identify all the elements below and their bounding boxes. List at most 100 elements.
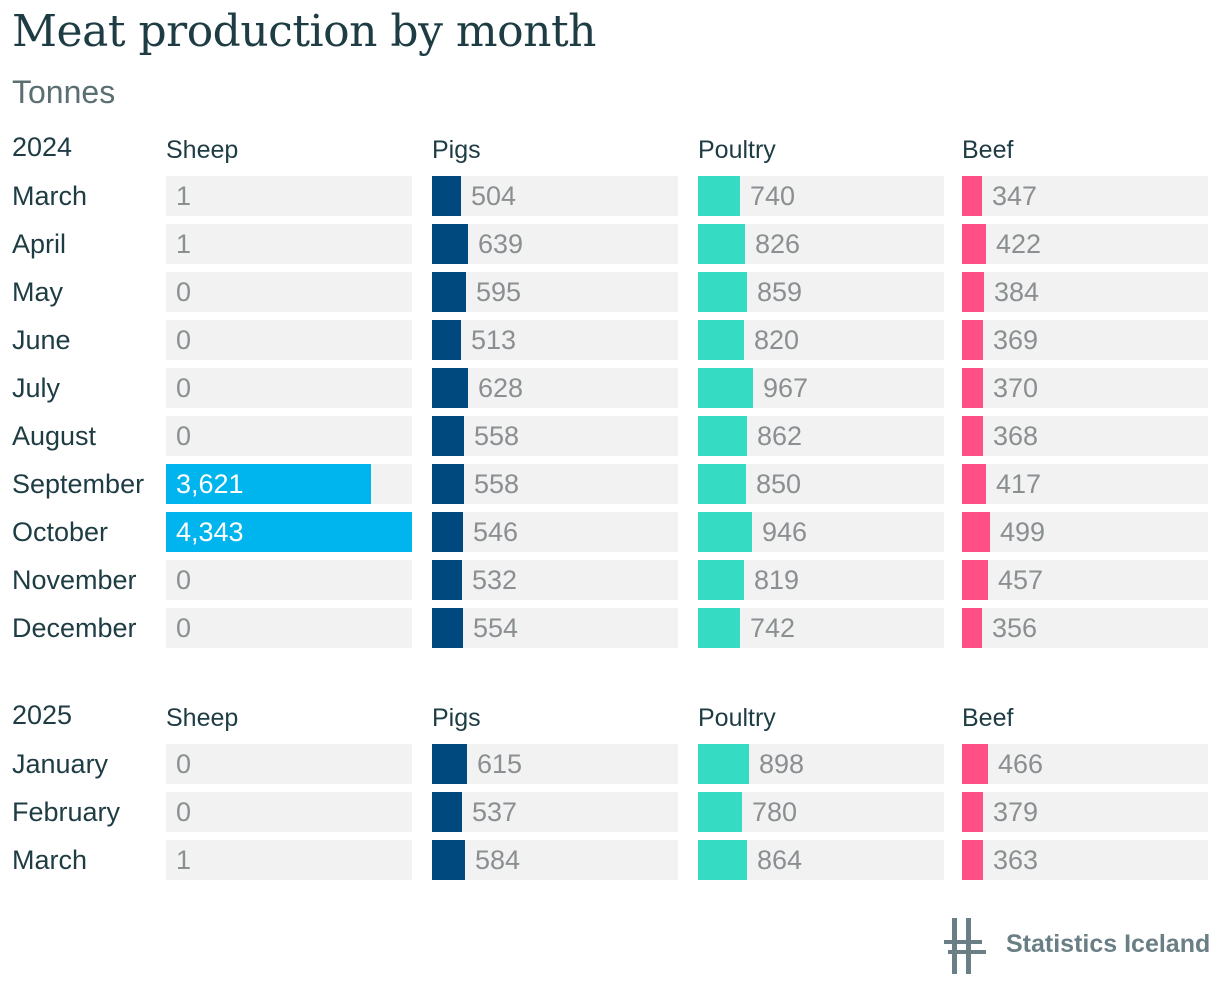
bar-cell-pigs: 537 bbox=[432, 792, 678, 832]
data-label: 0 bbox=[176, 325, 192, 355]
bar-beef bbox=[962, 792, 983, 832]
data-label: 554 bbox=[473, 613, 519, 643]
bar-sheep bbox=[166, 464, 371, 504]
data-label: 417 bbox=[996, 469, 1042, 499]
footer-brand: Statistics Iceland bbox=[1006, 930, 1211, 958]
data-label: 826 bbox=[755, 229, 801, 259]
bar-cell-poultry: 820 bbox=[698, 320, 944, 360]
bar-cell-beef: 368 bbox=[962, 416, 1208, 456]
bar-poultry bbox=[698, 176, 740, 216]
data-label: 595 bbox=[476, 277, 522, 307]
bar-cell-beef: 417 bbox=[962, 464, 1208, 504]
data-label: 558 bbox=[474, 469, 520, 499]
table-row: April 1 639 826 422 bbox=[0, 224, 1220, 264]
bar-beef bbox=[962, 840, 983, 880]
data-label: 384 bbox=[994, 277, 1040, 307]
data-label: 742 bbox=[750, 613, 796, 643]
bar-pigs bbox=[432, 512, 463, 552]
bar-pigs bbox=[432, 792, 462, 832]
column-header-poultry: Poultry bbox=[698, 704, 776, 732]
bar-pigs bbox=[432, 744, 467, 784]
bar-cell-pigs: 584 bbox=[432, 840, 678, 880]
bar-beef bbox=[962, 176, 982, 216]
data-label: 584 bbox=[475, 845, 521, 875]
bar-cell-sheep: 0 bbox=[166, 608, 412, 648]
column-header-beef: Beef bbox=[962, 704, 1014, 732]
data-label: 4,343 bbox=[176, 517, 244, 547]
bar-cell-poultry: 967 bbox=[698, 368, 944, 408]
bar-beef bbox=[962, 368, 983, 408]
data-label: 379 bbox=[993, 797, 1039, 827]
data-label: 558 bbox=[474, 421, 520, 451]
data-label: 628 bbox=[478, 373, 524, 403]
bar-cell-pigs: 546 bbox=[432, 512, 678, 552]
column-header-beef: Beef bbox=[962, 136, 1014, 164]
bar-cell-pigs: 595 bbox=[432, 272, 678, 312]
bar-cell-sheep: 1 bbox=[166, 840, 412, 880]
bar-cell-pigs: 615 bbox=[432, 744, 678, 784]
column-header-sheep: Sheep bbox=[166, 136, 239, 164]
bar-poultry bbox=[698, 320, 744, 360]
table-row: August 0 558 862 368 bbox=[0, 416, 1220, 456]
bar-beef bbox=[962, 744, 988, 784]
bar-cell-beef: 356 bbox=[962, 608, 1208, 648]
data-label: 0 bbox=[176, 749, 192, 779]
bar-cell-pigs: 554 bbox=[432, 608, 678, 648]
column-header-poultry: Poultry bbox=[698, 136, 776, 164]
data-label: 532 bbox=[472, 565, 518, 595]
chart-title: Meat production by month bbox=[12, 6, 596, 57]
column-header-sheep: Sheep bbox=[166, 704, 239, 732]
data-label: 363 bbox=[993, 845, 1039, 875]
bar-poultry bbox=[698, 272, 747, 312]
bar-pigs bbox=[432, 464, 464, 504]
bar-beef bbox=[962, 272, 984, 312]
data-label: 499 bbox=[1000, 517, 1046, 547]
bar-cell-beef: 466 bbox=[962, 744, 1208, 784]
bar-beef bbox=[962, 224, 986, 264]
year-label: 2024 bbox=[12, 132, 73, 162]
bar-cell-pigs: 639 bbox=[432, 224, 678, 264]
data-label: 780 bbox=[752, 797, 798, 827]
table-row: June 0 513 820 369 bbox=[0, 320, 1220, 360]
data-label: 639 bbox=[478, 229, 524, 259]
bar-poultry bbox=[698, 464, 746, 504]
table-row: May 0 595 859 384 bbox=[0, 272, 1220, 312]
bar-cell-pigs: 532 bbox=[432, 560, 678, 600]
bar-cell-beef: 457 bbox=[962, 560, 1208, 600]
data-label: 0 bbox=[176, 421, 192, 451]
month-label: September bbox=[12, 469, 145, 499]
table-row: February 0 537 780 379 bbox=[0, 792, 1220, 832]
column-header-pigs: Pigs bbox=[432, 704, 481, 732]
data-label: 820 bbox=[754, 325, 800, 355]
bar-cell-poultry: 859 bbox=[698, 272, 944, 312]
bar-cell-sheep: 0 bbox=[166, 320, 412, 360]
data-label: 1 bbox=[176, 181, 192, 211]
bar-cell-beef: 499 bbox=[962, 512, 1208, 552]
bar-cell-sheep: 3,621 bbox=[166, 464, 412, 504]
bar-cell-poultry: 826 bbox=[698, 224, 944, 264]
bar-cell-poultry: 862 bbox=[698, 416, 944, 456]
bar-cell-sheep: 0 bbox=[166, 368, 412, 408]
table-row: October 4,343 546 946 499 bbox=[0, 512, 1220, 552]
bar-cell-beef: 363 bbox=[962, 840, 1208, 880]
month-label: July bbox=[12, 373, 61, 403]
month-label: November bbox=[12, 565, 137, 595]
bar-beef bbox=[962, 560, 988, 600]
data-label: 850 bbox=[756, 469, 802, 499]
bar-poultry bbox=[698, 512, 752, 552]
data-label: 819 bbox=[754, 565, 800, 595]
data-label: 457 bbox=[998, 565, 1044, 595]
bar-poultry bbox=[698, 744, 749, 784]
bar-cell-poultry: 898 bbox=[698, 744, 944, 784]
bar-cell-beef: 379 bbox=[962, 792, 1208, 832]
data-label: 347 bbox=[992, 181, 1038, 211]
bar-cell-pigs: 558 bbox=[432, 416, 678, 456]
data-label: 0 bbox=[176, 277, 192, 307]
data-label: 898 bbox=[759, 749, 805, 779]
bar-cell-sheep: 1 bbox=[166, 224, 412, 264]
bar-sheep bbox=[166, 512, 412, 552]
bar-cell-pigs: 628 bbox=[432, 368, 678, 408]
bar-poultry bbox=[698, 840, 747, 880]
bar-beef bbox=[962, 608, 982, 648]
data-label: 0 bbox=[176, 373, 192, 403]
